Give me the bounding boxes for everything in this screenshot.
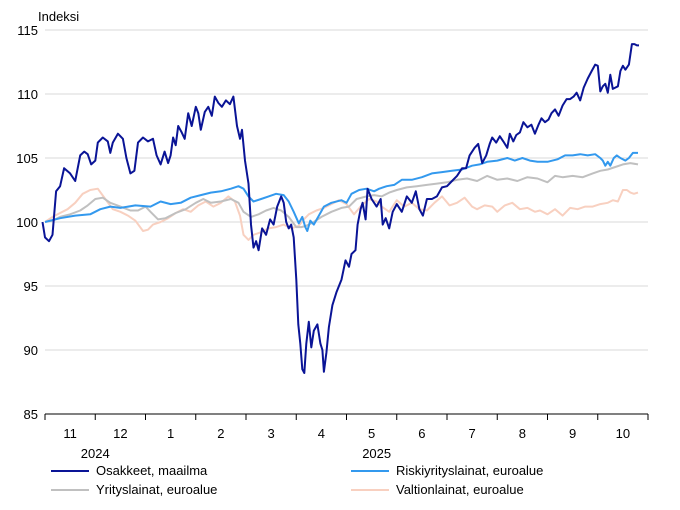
legend-item-yrityslainat: Yrityslainat, euroalue: [51, 482, 217, 497]
x-tick-label-2: 2: [217, 426, 224, 441]
legend-label-osakkeet: Osakkeet, maailma: [96, 463, 208, 478]
x-tick-label-3: 3: [268, 426, 275, 441]
legend-swatch-valtionlainat: [351, 488, 389, 491]
y-tick-label-95: 95: [24, 279, 38, 294]
y-axis-ticks: 85 90 95 100 105 110 115: [16, 23, 38, 422]
legend: Osakkeet, maailma Yrityslainat, euroalue…: [0, 458, 680, 510]
series-line-3: [44, 187, 639, 241]
legend-item-riskiyrityslainat: Riskiyrityslainat, euroalue: [351, 463, 543, 478]
x-tick-label-5: 5: [368, 426, 375, 441]
x-tick-label-11: 11: [63, 426, 77, 441]
y-tick-label-105: 105: [16, 151, 38, 166]
x-tick-label-6: 6: [418, 426, 425, 441]
year-label-2025: 2025: [362, 446, 391, 458]
x-tick-label-10: 10: [616, 426, 630, 441]
legend-item-valtionlainat: Valtionlainat, euroalue: [351, 482, 524, 497]
legend-label-riskiyrityslainat: Riskiyrityslainat, euroalue: [396, 463, 544, 478]
x-tick-label-7: 7: [469, 426, 476, 441]
y-tick-label-110: 110: [17, 87, 38, 102]
x-tick-label-1: 1: [167, 426, 174, 441]
y-axis-label: Indeksi: [38, 9, 79, 24]
legend-swatch-osakkeet: [51, 469, 89, 472]
legend-swatch-yrityslainat: [51, 488, 89, 491]
series-line-2: [44, 162, 639, 229]
series-line-0: [41, 43, 639, 374]
y-tick-label-115: 115: [17, 23, 38, 38]
y-tick-label-85: 85: [24, 407, 38, 422]
legend-label-yrityslainat: Yrityslainat, euroalue: [96, 482, 218, 497]
gridlines: [45, 29, 648, 351]
x-tick-label-9: 9: [569, 426, 576, 441]
y-tick-label-90: 90: [24, 343, 38, 358]
series-line-1: [44, 151, 638, 232]
x-tick-label-12: 12: [113, 426, 127, 441]
x-tick-label-4: 4: [318, 426, 325, 441]
legend-swatch-riskiyrityslainat: [351, 469, 389, 472]
legend-item-osakkeet: Osakkeet, maailma: [51, 463, 207, 478]
x-tick-label-8: 8: [519, 426, 526, 441]
legend-label-valtionlainat: Valtionlainat, euroalue: [396, 482, 524, 497]
year-label-2024: 2024: [81, 446, 110, 458]
y-tick-label-100: 100: [16, 215, 38, 230]
series-group: [41, 43, 639, 374]
